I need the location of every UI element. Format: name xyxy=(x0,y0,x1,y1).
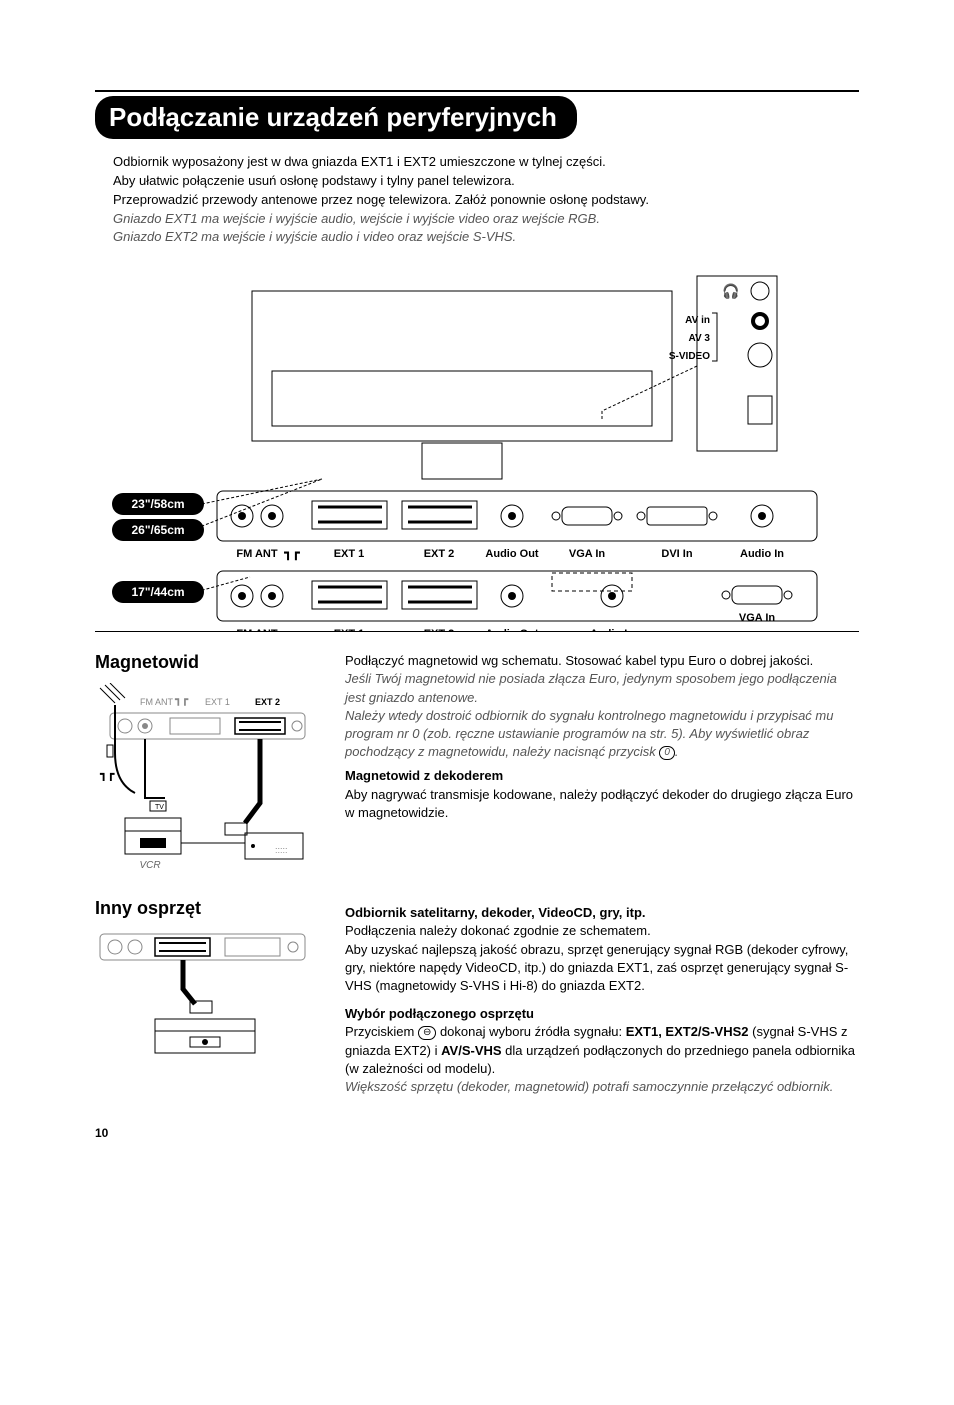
plug-icon-1: ┓┏ xyxy=(99,767,115,781)
vcr-p3: Należy wtedy dostroić odbiornik do sygna… xyxy=(345,707,859,762)
label-vgain-1: VGA In xyxy=(569,548,606,560)
other-p2: Aby uzyskać najlepszą jakość obrazu, spr… xyxy=(345,941,859,996)
label-audioin-1: Audio In xyxy=(740,548,784,560)
title-divider xyxy=(95,90,859,92)
other-sub2: Wybór podłączonego osprzętu xyxy=(345,1005,859,1023)
label-ext1-2: EXT 1 xyxy=(334,628,365,631)
vcr-ant-icon: ┓┏ xyxy=(174,694,189,706)
vcr-p4: Aby nagrywać transmisje kodowane, należy… xyxy=(345,786,859,822)
intro-l2: Aby ułatwic połączenie usuń osłonę podst… xyxy=(113,172,859,191)
mid-divider xyxy=(95,631,859,632)
vcr-ext1: EXT 1 xyxy=(205,697,230,707)
vcr-p2: Jeśli Twój magnetowid nie posiada złącza… xyxy=(345,670,859,706)
label-fmant-1: FM ANT xyxy=(236,548,277,560)
size-label-26: 26"/65cm xyxy=(131,523,184,537)
main-title: Podłączanie urządzeń peryferyjnych xyxy=(95,96,577,139)
vcr-p3a: Należy wtedy dostroić odbiornik do sygna… xyxy=(345,708,833,759)
antenna-icon-1: ┓┏ xyxy=(283,545,300,561)
vcr-sub: Magnetowid z dekoderem xyxy=(345,767,859,785)
antenna-icon-2: ┓┏ xyxy=(283,625,300,631)
vcr-heading: Magnetowid xyxy=(95,652,345,673)
tv-icon: TV xyxy=(155,804,164,811)
label-ext1-1: EXT 1 xyxy=(334,548,365,560)
intro-l5: Gniazdo EXT2 ma wejście i wyjście audio … xyxy=(113,228,859,247)
other-heading: Inny osprzęt xyxy=(95,898,345,919)
label-fmant-2: FM ANT xyxy=(236,628,277,631)
intro-block: Odbiornik wyposażony jest w dwa gniazda … xyxy=(113,153,859,247)
vcr-ext2: EXT 2 xyxy=(255,697,280,707)
other-p1: Podłączenia należy dokonać zgodnie ze sc… xyxy=(345,922,859,940)
label-ext2-1: EXT 2 xyxy=(424,548,455,560)
other-p3a: Przyciskiem xyxy=(345,1024,418,1039)
size-label-17: 17"/44cm xyxy=(131,585,184,599)
other-b1: EXT1, EXT2/S-VHS2 xyxy=(626,1024,749,1039)
other-p3b: dokonaj wyboru źródła sygnału: xyxy=(436,1024,625,1039)
label-av3: AV 3 xyxy=(689,333,711,344)
label-audioin-2: Audio In xyxy=(590,628,634,631)
vcr-p1: Podłączyć magnetowid wg schematu. Stosow… xyxy=(345,652,859,670)
vcr-fmant: FM ANT xyxy=(140,697,174,707)
page-number: 10 xyxy=(95,1126,859,1140)
decoder-dots: ::::: xyxy=(275,845,288,855)
intro-l1: Odbiornik wyposażony jest w dwa gniazda … xyxy=(113,153,859,172)
key-zero: 0 xyxy=(659,746,675,760)
label-audioout-2: Audio Out xyxy=(485,628,538,631)
intro-l3: Przeprowadzić przewody antenowe przez no… xyxy=(113,191,859,210)
vcr-p3b: . xyxy=(675,744,679,759)
label-av-in: AV in xyxy=(685,315,710,326)
label-ext2-2: EXT 2 xyxy=(424,628,455,631)
key-source: ⊖ xyxy=(418,1026,436,1040)
other-sub1: Odbiornik satelitarny, dekoder, VideoCD,… xyxy=(345,904,859,922)
other-b2: AV/S-VHS xyxy=(441,1043,501,1058)
label-vgain-2: VGA In xyxy=(739,612,776,624)
other-p4: Większość sprzętu (dekoder, magnetowid) … xyxy=(345,1078,859,1096)
intro-l4: Gniazdo EXT1 ma wejście i wyjście audio,… xyxy=(113,210,859,229)
rear-panel-figure: 🎧 AV in AV 3 S-VIDEO 23"/58cm 26"/65cm xyxy=(95,261,859,631)
size-label-23: 23"/58cm xyxy=(131,497,184,511)
headphone-icon: 🎧 xyxy=(722,283,739,300)
label-dviin: DVI In xyxy=(661,548,692,560)
vcr-diagram: FM ANT ┓┏ EXT 1 EXT 2 ┓┏ xyxy=(95,683,315,873)
other-p3: Przyciskiem ⊖ dokonaj wyboru źródła sygn… xyxy=(345,1023,859,1078)
label-audioout-1: Audio Out xyxy=(485,548,538,560)
vcr-caption: VCR xyxy=(139,860,160,871)
label-svideo: S-VIDEO xyxy=(669,351,710,362)
other-diagram xyxy=(95,929,315,1059)
